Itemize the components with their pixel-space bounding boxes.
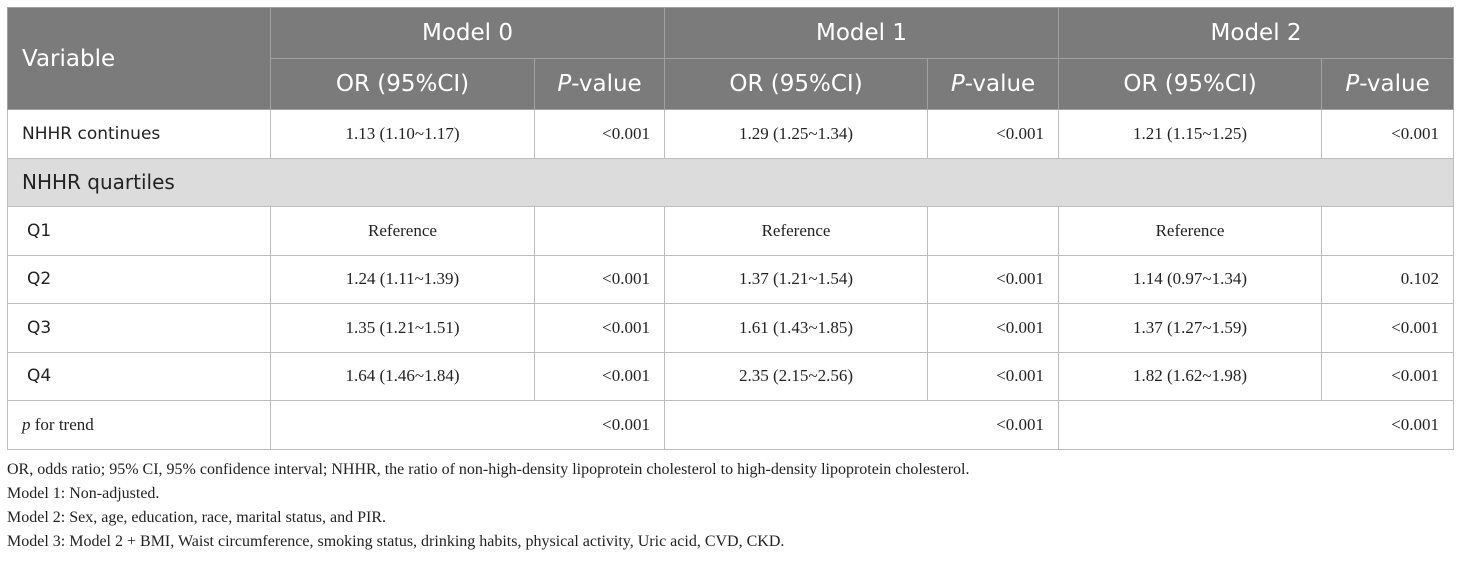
pvalue-cell: [927, 206, 1060, 256]
pvalue-cell: <0.001: [1321, 303, 1455, 353]
trend-pvalue-cell: <0.001: [664, 400, 1060, 450]
or-cell: 2.35 (2.15~2.56): [664, 351, 929, 401]
or-cell: 1.24 (1.11~1.39): [270, 254, 535, 304]
or-cell: 1.29 (1.25~1.34): [664, 109, 929, 159]
pvalue-header: P-value: [927, 58, 1060, 110]
pvalue-header: P-value: [533, 58, 666, 110]
row-label: Q3: [7, 303, 271, 353]
footnote-model-1: Model 1: Non-adjusted.: [7, 485, 160, 502]
or-header: OR (95%CI): [664, 58, 929, 110]
footnote-abbreviations: OR, odds ratio; 95% CI, 95% confidence i…: [7, 461, 970, 478]
pvalue-cell: <0.001: [533, 303, 666, 353]
trend-pvalue-cell: <0.001: [1058, 400, 1455, 450]
or-header: OR (95%CI): [270, 58, 535, 110]
table-row-continuous: NHHR continues 1.13 (1.10~1.17) <0.001 1…: [7, 109, 1455, 159]
reference-cell: Reference: [664, 206, 929, 256]
pvalue-cell: 0.102: [1321, 254, 1455, 304]
section-label: NHHR quartiles: [6, 157, 1455, 207]
reference-cell: Reference: [270, 206, 535, 256]
or-cell: 1.82 (1.62~1.98): [1058, 351, 1323, 401]
row-label: p for trend: [7, 400, 271, 450]
pvalue-cell: <0.001: [533, 254, 666, 304]
pvalue-cell: <0.001: [927, 254, 1060, 304]
model-0-header: Model 0: [269, 7, 666, 59]
pvalue-header: P-value: [1321, 58, 1455, 110]
table-row-q4: Q4 1.64 (1.46~1.84) <0.001 2.35 (2.15~2.…: [7, 351, 1455, 401]
or-header: OR (95%CI): [1058, 58, 1323, 110]
or-cell: 1.13 (1.10~1.17): [270, 109, 535, 159]
or-cell: 1.61 (1.43~1.85): [664, 303, 929, 353]
or-cell: 1.64 (1.46~1.84): [270, 351, 535, 401]
pvalue-cell: <0.001: [927, 351, 1060, 401]
footnote-model-2: Model 2: Sex, age, education, race, mari…: [7, 509, 387, 526]
header-row-stats: OR (95%CI) P-value OR (95%CI) P-value OR…: [8, 58, 1455, 110]
pvalue-cell: <0.001: [927, 109, 1060, 159]
pvalue-cell: [533, 206, 666, 256]
results-table-container: Variable Model 0 Model 1 Model 2 OR (95%…: [6, 7, 1455, 450]
pvalue-cell: [1321, 206, 1455, 256]
or-cell: 1.37 (1.27~1.59): [1058, 303, 1323, 353]
row-label: Q4: [7, 351, 271, 401]
table-row-trend: p for trend <0.001 <0.001 <0.001: [7, 400, 1455, 450]
pvalue-cell: <0.001: [1321, 109, 1455, 159]
trend-pvalue-cell: <0.001: [269, 400, 666, 450]
table-footnotes: OR, odds ratio; 95% CI, 95% confidence i…: [7, 458, 1453, 554]
table-row-q3: Q3 1.35 (1.21~1.51) <0.001 1.61 (1.43~1.…: [7, 303, 1455, 353]
pvalue-cell: <0.001: [927, 303, 1060, 353]
header-row-models: Variable Model 0 Model 1 Model 2: [7, 7, 1455, 110]
or-cell: 1.21 (1.15~1.25): [1058, 109, 1323, 159]
reference-cell: Reference: [1058, 206, 1323, 256]
or-cell: 1.35 (1.21~1.51): [270, 303, 535, 353]
pvalue-cell: <0.001: [533, 351, 666, 401]
table-section-row: NHHR quartiles: [6, 157, 1455, 207]
or-cell: 1.37 (1.21~1.54): [664, 254, 929, 304]
row-label: NHHR continues: [7, 109, 271, 159]
row-label: Q1: [7, 206, 271, 256]
model-1-header: Model 1: [664, 7, 1060, 59]
pvalue-cell: <0.001: [1321, 351, 1455, 401]
row-label: Q2: [7, 254, 271, 304]
pvalue-cell: <0.001: [533, 109, 666, 159]
model-2-header: Model 2: [1058, 7, 1455, 59]
table-row-q1: Q1 Reference Reference Reference: [7, 206, 1455, 256]
or-cell: 1.14 (0.97~1.34): [1058, 254, 1323, 304]
table-row-q2: Q2 1.24 (1.11~1.39) <0.001 1.37 (1.21~1.…: [7, 254, 1455, 304]
variable-header: Variable: [7, 7, 271, 110]
odds-ratio-table: Variable Model 0 Model 1 Model 2 OR (95%…: [6, 7, 1455, 450]
footnote-model-3: Model 3: Model 2 + BMI, Waist circumfere…: [7, 533, 785, 550]
